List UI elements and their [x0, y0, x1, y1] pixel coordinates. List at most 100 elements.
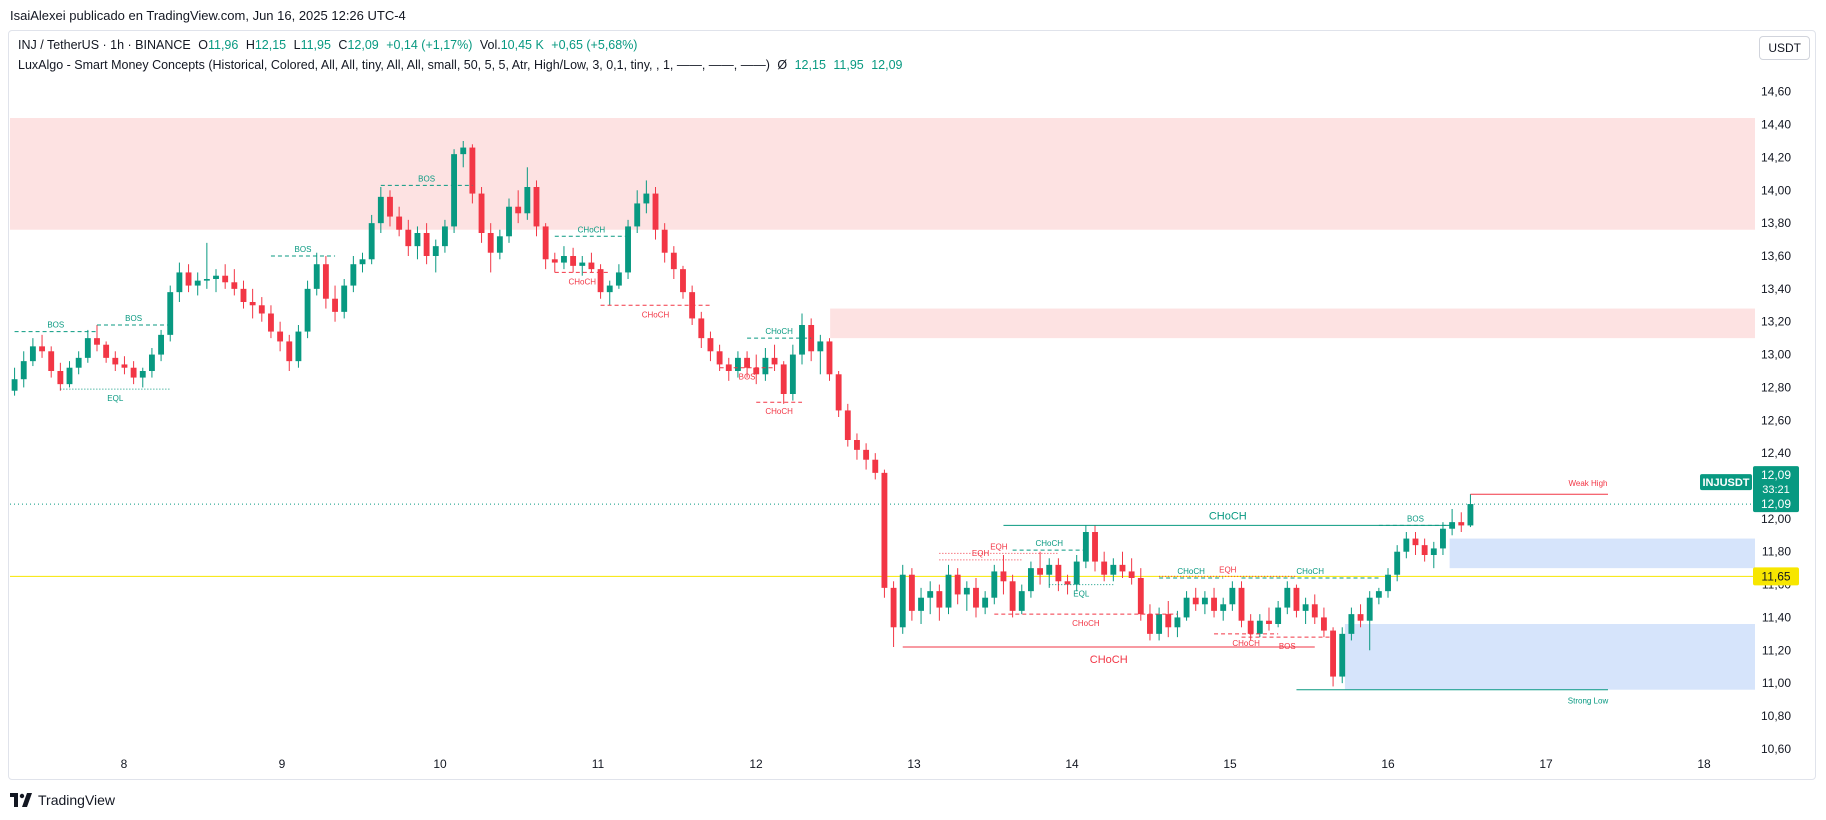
candle-body[interactable]: [148, 354, 155, 371]
candle-body[interactable]: [670, 252, 677, 270]
candle-body[interactable]: [75, 357, 82, 368]
candle-body[interactable]: [48, 351, 55, 371]
candle-body[interactable]: [396, 216, 403, 230]
candle-body[interactable]: [240, 288, 247, 302]
candle-body[interactable]: [1302, 604, 1309, 611]
candle-body[interactable]: [1229, 587, 1236, 605]
candlestick-chart[interactable]: 14,60 14,40 14,20 14,00 13,80 13,60 13,40 13,20…: [0, 0, 1826, 790]
candle-body[interactable]: [561, 256, 567, 263]
candle-body[interactable]: [1366, 597, 1373, 621]
candle-body[interactable]: [286, 341, 293, 362]
candle-body[interactable]: [918, 597, 924, 611]
candle-body[interactable]: [350, 264, 357, 286]
candle-body[interactable]: [1192, 597, 1199, 605]
candle-body[interactable]: [588, 262, 595, 270]
candle-body[interactable]: [130, 367, 137, 378]
candle-body[interactable]: [432, 246, 439, 256]
tradingview-brand[interactable]: TradingView: [10, 792, 115, 808]
candle-body[interactable]: [680, 269, 686, 293]
candle-body[interactable]: [249, 302, 256, 306]
candle-body[interactable]: [1220, 604, 1227, 611]
candle-body[interactable]: [1320, 617, 1327, 631]
candle-body[interactable]: [377, 196, 384, 224]
candle-body[interactable]: [1266, 620, 1272, 624]
candle-body[interactable]: [332, 298, 338, 312]
candle-body[interactable]: [1467, 504, 1474, 526]
candle-body[interactable]: [1247, 620, 1254, 634]
candle-body[interactable]: [606, 285, 613, 293]
candle-body[interactable]: [1073, 561, 1080, 585]
candle-body[interactable]: [414, 233, 421, 247]
candle-body[interactable]: [222, 275, 229, 283]
candle-body[interactable]: [405, 229, 412, 247]
candle-body[interactable]: [158, 334, 165, 355]
candle-body[interactable]: [1064, 581, 1071, 585]
candle-body[interactable]: [799, 325, 805, 355]
candle-body[interactable]: [1174, 617, 1181, 628]
symbol-name[interactable]: INJ / TetherUS · 1h · BINANCE: [18, 38, 191, 52]
candle-body[interactable]: [1211, 597, 1217, 611]
candle-body[interactable]: [11, 379, 18, 391]
candle-body[interactable]: [1156, 614, 1163, 634]
candle-body[interactable]: [1421, 545, 1428, 555]
candle-body[interactable]: [1348, 614, 1355, 634]
candle-body[interactable]: [551, 259, 558, 263]
indicator-name[interactable]: LuxAlgo - Smart Money Concepts (Historic…: [18, 58, 770, 72]
candle-body[interactable]: [1037, 568, 1044, 575]
candle-body[interactable]: [899, 574, 906, 628]
candle-body[interactable]: [1137, 578, 1144, 615]
candle-body[interactable]: [542, 226, 549, 260]
candle-body[interactable]: [1311, 604, 1318, 618]
candle-body[interactable]: [368, 223, 375, 260]
candle-body[interactable]: [1101, 561, 1108, 575]
candle-body[interactable]: [57, 371, 64, 385]
candle-body[interactable]: [139, 371, 146, 378]
candle-body[interactable]: [927, 591, 934, 598]
candle-body[interactable]: [1256, 620, 1263, 634]
candle-body[interactable]: [908, 574, 915, 611]
candle-body[interactable]: [652, 193, 659, 230]
candle-body[interactable]: [1027, 568, 1034, 592]
candle-body[interactable]: [1458, 522, 1465, 526]
candle-body[interactable]: [1430, 548, 1437, 555]
candle-body[interactable]: [1339, 633, 1346, 677]
candle-body[interactable]: [753, 367, 760, 375]
candle-body[interactable]: [1009, 581, 1016, 611]
candle-body[interactable]: [1375, 591, 1382, 598]
candle-body[interactable]: [39, 346, 45, 352]
candle-body[interactable]: [1110, 564, 1117, 575]
candle-body[interactable]: [112, 357, 119, 365]
candle-body[interactable]: [1293, 587, 1300, 611]
candle-body[interactable]: [1412, 538, 1419, 546]
candle-body[interactable]: [771, 357, 778, 365]
candle-body[interactable]: [277, 331, 284, 342]
candle-body[interactable]: [1119, 564, 1126, 572]
candle-body[interactable]: [231, 282, 238, 289]
candle-body[interactable]: [304, 288, 311, 332]
candle-body[interactable]: [29, 346, 36, 362]
candle-body[interactable]: [881, 472, 888, 588]
candle-body[interactable]: [634, 203, 641, 227]
candle-body[interactable]: [780, 364, 787, 394]
candle-body[interactable]: [698, 318, 705, 339]
candle-body[interactable]: [872, 459, 879, 473]
candle-body[interactable]: [176, 272, 183, 293]
candle-body[interactable]: [643, 193, 650, 204]
candle-body[interactable]: [506, 206, 512, 237]
candle-body[interactable]: [359, 259, 366, 265]
candle-body[interactable]: [716, 351, 723, 365]
candle-body[interactable]: [661, 229, 668, 253]
candle-body[interactable]: [1238, 587, 1245, 621]
candle-body[interactable]: [1046, 564, 1053, 575]
candle-body[interactable]: [1183, 597, 1190, 618]
candle-body[interactable]: [322, 264, 329, 299]
candle-body[interactable]: [1147, 614, 1153, 634]
candle-body[interactable]: [258, 305, 265, 314]
candle-body[interactable]: [1018, 591, 1025, 611]
candle-body[interactable]: [1403, 538, 1410, 552]
candle-body[interactable]: [469, 147, 476, 194]
candle-body[interactable]: [954, 574, 961, 595]
candle-body[interactable]: [863, 449, 870, 460]
currency-button[interactable]: USDT: [1759, 36, 1810, 60]
candle-body[interactable]: [524, 187, 531, 214]
